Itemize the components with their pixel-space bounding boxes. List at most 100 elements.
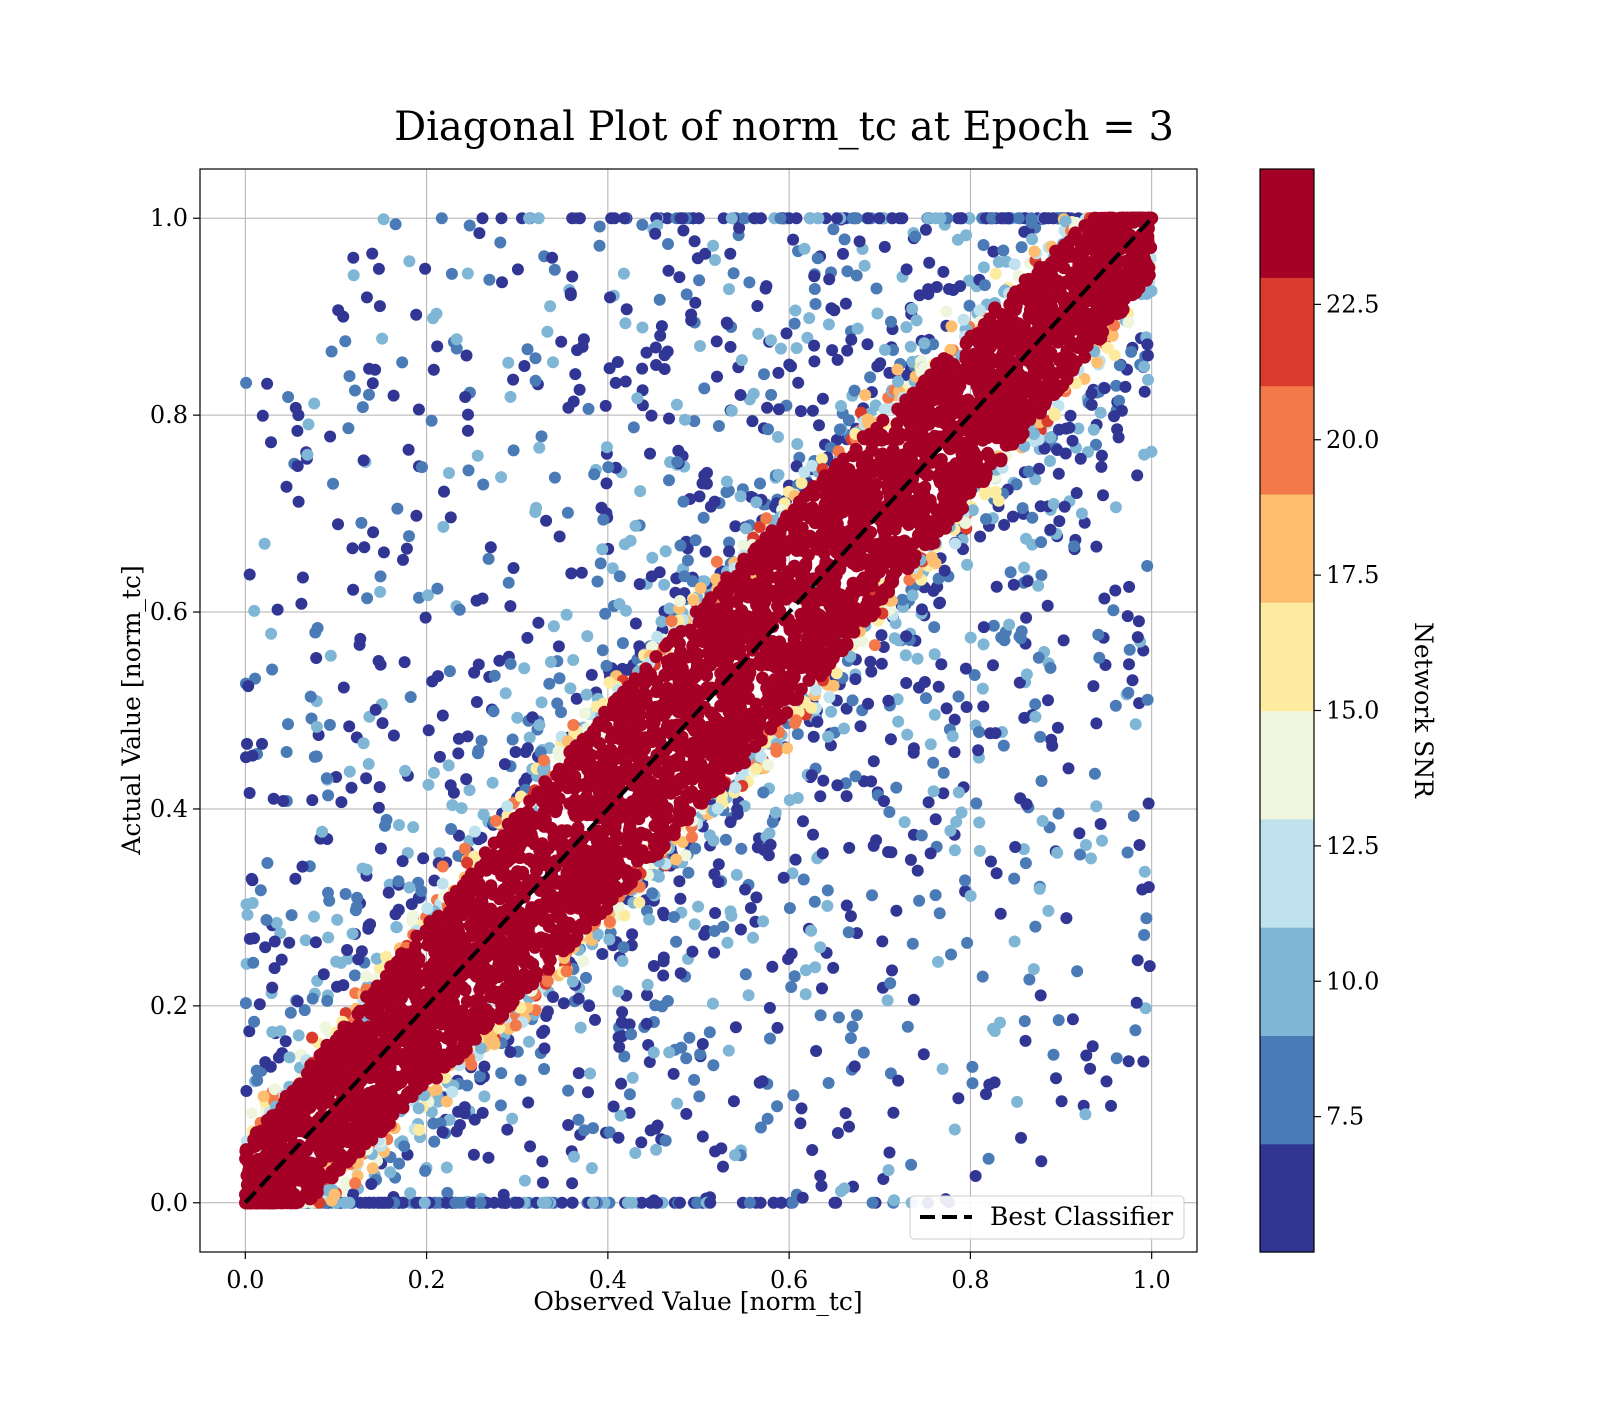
scatter-point [428,1136,440,1148]
scatter-point [522,1097,534,1109]
scatter-point [694,1048,706,1060]
scatter-point [1137,1056,1149,1068]
scatter-point [797,815,809,827]
scatter-point [750,891,762,903]
scatter-point [1116,405,1128,417]
scatter-point [533,442,545,454]
scatter-point [1131,997,1143,1009]
scatter-point [437,861,449,873]
scatter-point [849,1060,861,1072]
scatter-point [694,340,706,352]
scatter-point [847,1021,859,1033]
scatter-point [248,605,260,617]
scatter-point [1090,717,1102,729]
scatter-point [374,586,386,598]
scatter-point [1035,569,1047,581]
scatter-point [636,322,648,334]
scatter-point [949,1124,961,1136]
scatter-point [1089,768,1101,780]
scatter-point [726,405,738,417]
scatter-point [974,845,986,857]
scatter-point [401,543,413,555]
scatter-point [307,993,319,1005]
scatter-point [808,731,820,743]
scatter-point [758,368,770,380]
scatter-point [358,737,370,749]
scatter-point [417,852,429,864]
scatter-point [775,343,787,355]
scatter-point [518,360,530,372]
scatter-point [789,318,801,330]
scatter-point [765,334,777,346]
scatter-point [815,1009,827,1021]
scatter-point [787,1089,799,1101]
scatter-point [1022,575,1034,587]
scatter-point [596,948,608,960]
scatter-point [295,598,307,610]
scatter-point [1003,619,1015,631]
scatter-point [707,998,719,1010]
scatter-point [849,385,861,397]
scatter-point [816,982,828,994]
scatter-point [807,829,819,841]
scatter-point [757,787,769,799]
scatter-point [547,356,559,368]
scatter-point [567,719,579,731]
scatter-point [773,403,785,415]
scatter-point [403,255,415,267]
scatter-point [461,857,473,869]
scatter-point [446,1086,458,1098]
scatter-point [711,556,723,568]
scatter-point [672,445,684,457]
scatter-point [865,666,877,678]
scatter-point [548,620,560,632]
scatter-point [892,1075,904,1087]
scatter-point [884,1147,896,1159]
scatter-point [682,554,694,566]
scatter-point [979,279,991,291]
scatter-point [841,345,853,357]
scatter-point [561,609,573,621]
scatter-point [1123,316,1135,328]
scatter-point [901,729,913,741]
scatter-point [826,344,838,356]
scatter-point [1002,212,1014,224]
scatter-point [431,340,443,352]
scatter-point [838,723,850,735]
scatter-point [923,796,935,808]
scatter-point [496,276,508,288]
scatter-point [643,914,655,926]
scatter-point [938,767,950,779]
scatter-point [251,1065,263,1077]
scatter-point [536,696,548,708]
scatter-point [663,413,675,425]
scatter-point [959,874,971,886]
scatter-point [762,1113,774,1125]
scatter-point [862,338,874,350]
scatter-point [712,876,724,888]
scatter-point [327,478,339,490]
scatter-point [1071,487,1083,499]
scatter-point [922,212,934,224]
scatter-point [610,377,622,389]
scatter-point [416,461,428,473]
scatter-point [431,1084,443,1096]
scatter-point [1140,912,1152,924]
scatter-point [549,264,561,276]
scatter-point [677,225,689,237]
scatter-point [340,888,352,900]
scatter-point [597,644,609,656]
scatter-point [473,227,485,239]
scatter-point [792,377,804,389]
scatter-point [771,1100,783,1112]
scatter-point [660,1135,672,1147]
scatter-point [562,507,574,519]
scatter-point [978,239,990,251]
scatter-point [674,1197,686,1209]
scatter-point [485,541,497,553]
scatter-point [489,670,501,682]
scatter-point [762,759,774,771]
scatter-point [811,716,823,728]
scatter-point [1145,446,1157,458]
scatter-point [927,757,939,769]
